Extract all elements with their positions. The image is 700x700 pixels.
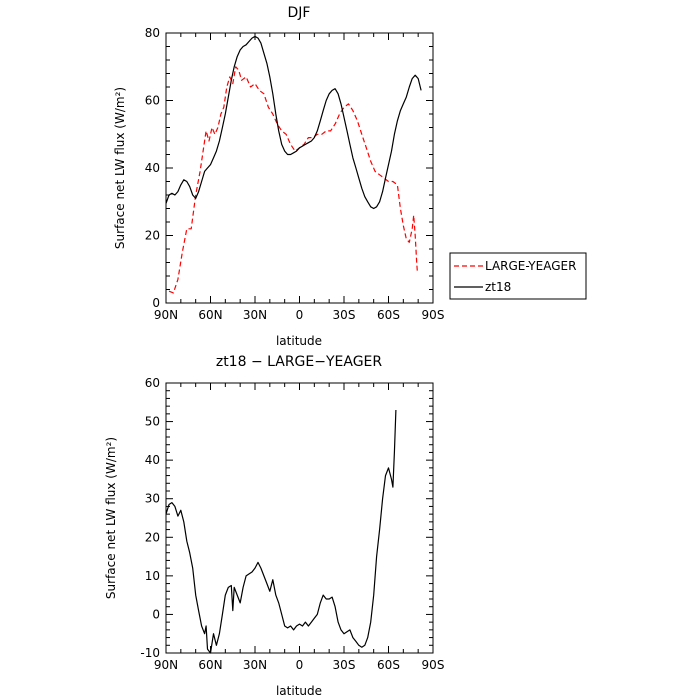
- top-chart-title: DJF: [288, 5, 311, 21]
- top-x-tick-label: 90S: [422, 308, 445, 322]
- bottom-y-tick-label: 40: [145, 453, 160, 467]
- top-y-tick-label: 0: [152, 296, 160, 310]
- legend-label-large-yeager: LARGE-YEAGER: [485, 259, 576, 273]
- bottom-plot-frame: [165, 382, 434, 654]
- bottom-y-tick-label: 60: [145, 376, 160, 390]
- bottom-axis-ticks: 90N 60N 30N 0 30S 60S 90S -10 0 10 20 30 40 50 60: [140, 376, 444, 672]
- top-y-tick-label: 60: [145, 94, 160, 108]
- bottom-panel: zt18 − LARGE−YEAGER Surface net LW flux …: [104, 354, 444, 698]
- bottom-x-tick-label: 90S: [422, 658, 445, 672]
- top-y-tick-label: 20: [145, 229, 160, 243]
- top-x-tick-label: 90N: [154, 308, 178, 322]
- top-x-tick-label: 60N: [198, 308, 222, 322]
- top-y-axis-label: Surface net LW flux (W/m²): [113, 87, 127, 249]
- legend-box: [449, 252, 587, 300]
- legend: LARGE-YEAGER zt18: [449, 252, 587, 300]
- bottom-chart-title: zt18 − LARGE−YEAGER: [216, 354, 383, 370]
- legend-label-zt18: zt18: [485, 280, 511, 294]
- bottom-y-axis-label: Surface net LW flux (W/m²): [104, 437, 118, 599]
- top-x-tick-label: 30S: [333, 308, 356, 322]
- bottom-x-tick-label: 30S: [333, 658, 356, 672]
- bottom-x-tick-label: 30N: [243, 658, 267, 672]
- top-x-tick-label: 30N: [243, 308, 267, 322]
- bottom-y-tick-label: 10: [145, 569, 160, 583]
- bottom-series-lines: [165, 409, 397, 654]
- top-x-tick-label: 60S: [377, 308, 400, 322]
- bottom-series-line-0: [165, 409, 397, 654]
- bottom-x-axis-label: latitude: [276, 684, 322, 698]
- top-y-tick-label: 40: [145, 161, 160, 175]
- top-series-line-zt18: [165, 35, 422, 210]
- top-x-tick-label: 0: [296, 308, 304, 322]
- top-y-tick-label: 80: [145, 26, 160, 40]
- top-series-line-large-yeager: [168, 66, 418, 294]
- top-x-axis-label: latitude: [276, 334, 322, 348]
- bottom-x-tick-label: 60N: [198, 658, 222, 672]
- bottom-y-tick-label: 30: [145, 492, 160, 506]
- bottom-y-tick-label: -10: [140, 646, 160, 660]
- bottom-y-tick-label: 50: [145, 415, 160, 429]
- top-axis-ticks: 90N 60N 30N 0 30S 60S 90S 0 20 40 60 80: [145, 26, 445, 322]
- top-panel: DJF Surface net LW flux (W/m²) latitude …: [113, 5, 444, 348]
- bottom-x-tick-label: 60S: [377, 658, 400, 672]
- top-plot-frame: [165, 32, 434, 304]
- top-series-lines: [165, 35, 422, 294]
- bottom-x-tick-label: 90N: [154, 658, 178, 672]
- bottom-y-tick-label: 20: [145, 530, 160, 544]
- bottom-x-tick-label: 0: [296, 658, 304, 672]
- bottom-y-tick-label: 0: [152, 607, 160, 621]
